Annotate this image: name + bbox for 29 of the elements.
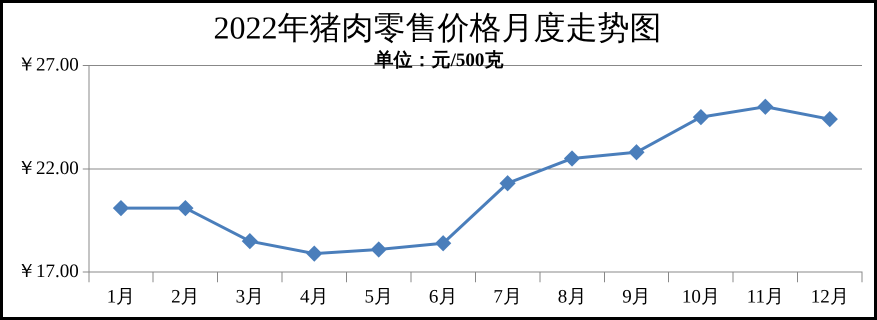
x-tick-label: 3月: [236, 286, 264, 308]
y-tick-label: ￥17.00: [17, 261, 79, 282]
x-tick-label: 2月: [171, 286, 200, 308]
y-tick-label: ￥22.00: [17, 158, 79, 179]
point: [306, 246, 322, 262]
x-tick-label: 9月: [622, 286, 651, 308]
y-tick-label: ￥27.00: [17, 54, 79, 76]
x-tick-label: 8月: [558, 286, 586, 308]
point: [371, 242, 386, 257]
x-tick-label: 10月: [682, 286, 720, 308]
x-tick-label: 4月: [300, 286, 329, 308]
x-tick-label: 12月: [810, 286, 849, 308]
x-tick-label: 5月: [364, 286, 393, 308]
point: [242, 234, 258, 249]
x-tick-label: 7月: [493, 286, 522, 308]
point: [628, 144, 644, 160]
x-tick-label: 1月: [106, 286, 136, 308]
x-tick-label: 11月: [746, 286, 784, 308]
point: [822, 112, 838, 127]
point: [178, 200, 193, 216]
point: [500, 176, 516, 191]
x-tick-label: 6月: [428, 286, 458, 308]
chart-title: 2022年猪肉零售价格月度走势图: [214, 10, 662, 46]
point: [436, 236, 451, 251]
point: [564, 150, 580, 166]
point: [758, 99, 773, 114]
point: [693, 110, 708, 125]
point: [113, 200, 128, 216]
chart-subtitle: 单位：元/500克: [374, 48, 504, 71]
